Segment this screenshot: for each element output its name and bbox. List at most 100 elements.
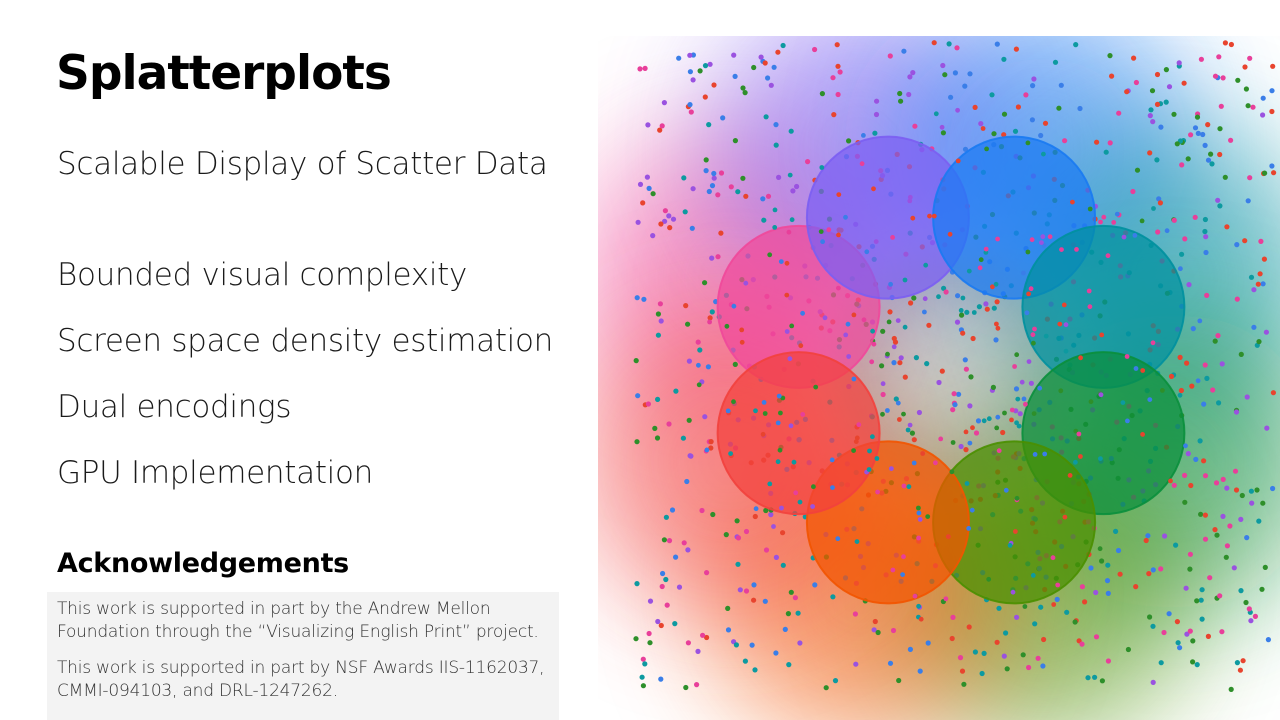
scatter-point (1228, 686, 1234, 693)
scatter-point (1037, 385, 1043, 391)
scatter-point (1009, 407, 1015, 413)
scatter-point (1194, 598, 1200, 604)
scatter-point (1107, 53, 1113, 59)
scatter-point (788, 128, 794, 134)
scatter-point (1093, 589, 1099, 596)
scatter-point (986, 576, 992, 582)
scatter-point (873, 239, 879, 245)
scatter-point (1204, 292, 1210, 298)
scatter-point (875, 489, 880, 495)
scatter-point (843, 214, 848, 220)
scatter-point (880, 411, 885, 417)
scatter-point (996, 605, 1002, 611)
scatter-point (739, 339, 745, 345)
scatter-point (872, 618, 878, 625)
scatter-point (789, 217, 795, 223)
scatter-point (1134, 167, 1141, 173)
scatter-point (1032, 326, 1037, 332)
scatter-point (923, 262, 929, 268)
scatter-point (940, 62, 946, 69)
scatter-point (925, 640, 931, 646)
scatter-point (778, 259, 784, 264)
scatter-point (1216, 400, 1222, 406)
scatter-point (1062, 138, 1068, 144)
scatter-point (1032, 621, 1038, 627)
scatter-point (864, 249, 870, 255)
scatter-point (984, 306, 990, 312)
scatter-point (1107, 140, 1113, 146)
scatter-point (710, 511, 716, 518)
scatter-point (686, 417, 692, 423)
bullet-item: Screen space density estimation (57, 323, 554, 359)
scatter-point (687, 52, 693, 58)
scatter-point (797, 499, 803, 505)
scatter-point (1195, 130, 1201, 136)
scatter-point (760, 431, 766, 437)
scatter-point (1193, 456, 1199, 462)
scatter-point (993, 337, 999, 343)
scatter-point (907, 198, 913, 204)
scatter-point (742, 90, 748, 96)
scatter-point (743, 528, 750, 535)
scatter-point (1076, 431, 1082, 437)
scatter-point (938, 436, 944, 442)
scatter-point (658, 676, 664, 682)
scatter-point (1270, 63, 1276, 69)
scatter-point (1212, 527, 1218, 533)
scatter-point (707, 61, 713, 67)
scatter-point (1164, 228, 1170, 234)
scatter-point (792, 595, 798, 601)
scatter-point (994, 321, 999, 327)
scatter-point (1203, 234, 1209, 240)
scatter-point (1099, 558, 1105, 564)
scatter-point (695, 648, 701, 655)
scatter-point (1133, 79, 1139, 86)
scatter-point (1162, 533, 1168, 539)
scatter-point (1031, 411, 1037, 416)
scatter-point (1237, 667, 1243, 673)
scatter-point (645, 122, 651, 128)
scatter-point (646, 185, 652, 191)
scatter-point (968, 374, 974, 380)
scatter-point (773, 122, 779, 128)
scatter-point (718, 170, 725, 176)
scatter-point (1182, 236, 1188, 242)
scatter-point (753, 408, 758, 414)
scatter-point (1088, 565, 1094, 571)
scatter-point (654, 435, 661, 441)
scatter-point (673, 554, 679, 560)
scatter-point (1103, 149, 1109, 155)
scatter-point (707, 319, 712, 325)
scatter-point (658, 318, 664, 324)
scatter-point (763, 114, 769, 120)
acknowledgement-paragraph: This work is supported in part by the An… (57, 599, 539, 642)
scatter-point (886, 319, 892, 325)
scatter-point (836, 285, 841, 291)
scatter-point (1054, 596, 1060, 603)
scatter-point (955, 107, 960, 113)
scatter-point (874, 456, 880, 461)
scatter-point (735, 189, 741, 195)
scatter-point (767, 252, 773, 258)
scatter-point (1030, 573, 1036, 578)
scatter-point (1031, 340, 1036, 346)
scatter-point (962, 146, 969, 152)
scatter-point (725, 605, 731, 612)
scatter-point (861, 317, 867, 323)
scatter-point (763, 507, 769, 514)
scatter-point (1194, 662, 1200, 668)
scatter-point (1079, 641, 1085, 647)
scatter-point (1234, 660, 1240, 666)
scatter-point (820, 239, 825, 245)
scatter-point (1099, 678, 1105, 684)
scatter-point (972, 104, 978, 110)
scatter-point (989, 92, 995, 98)
scatter-point (1247, 175, 1253, 181)
scatter-point (1113, 528, 1119, 534)
scatter-point (725, 408, 731, 414)
scatter-point (1001, 653, 1007, 659)
scatter-point (639, 674, 645, 680)
scatter-point (776, 174, 782, 180)
scatter-point (856, 422, 862, 428)
scatter-point (1105, 590, 1111, 597)
